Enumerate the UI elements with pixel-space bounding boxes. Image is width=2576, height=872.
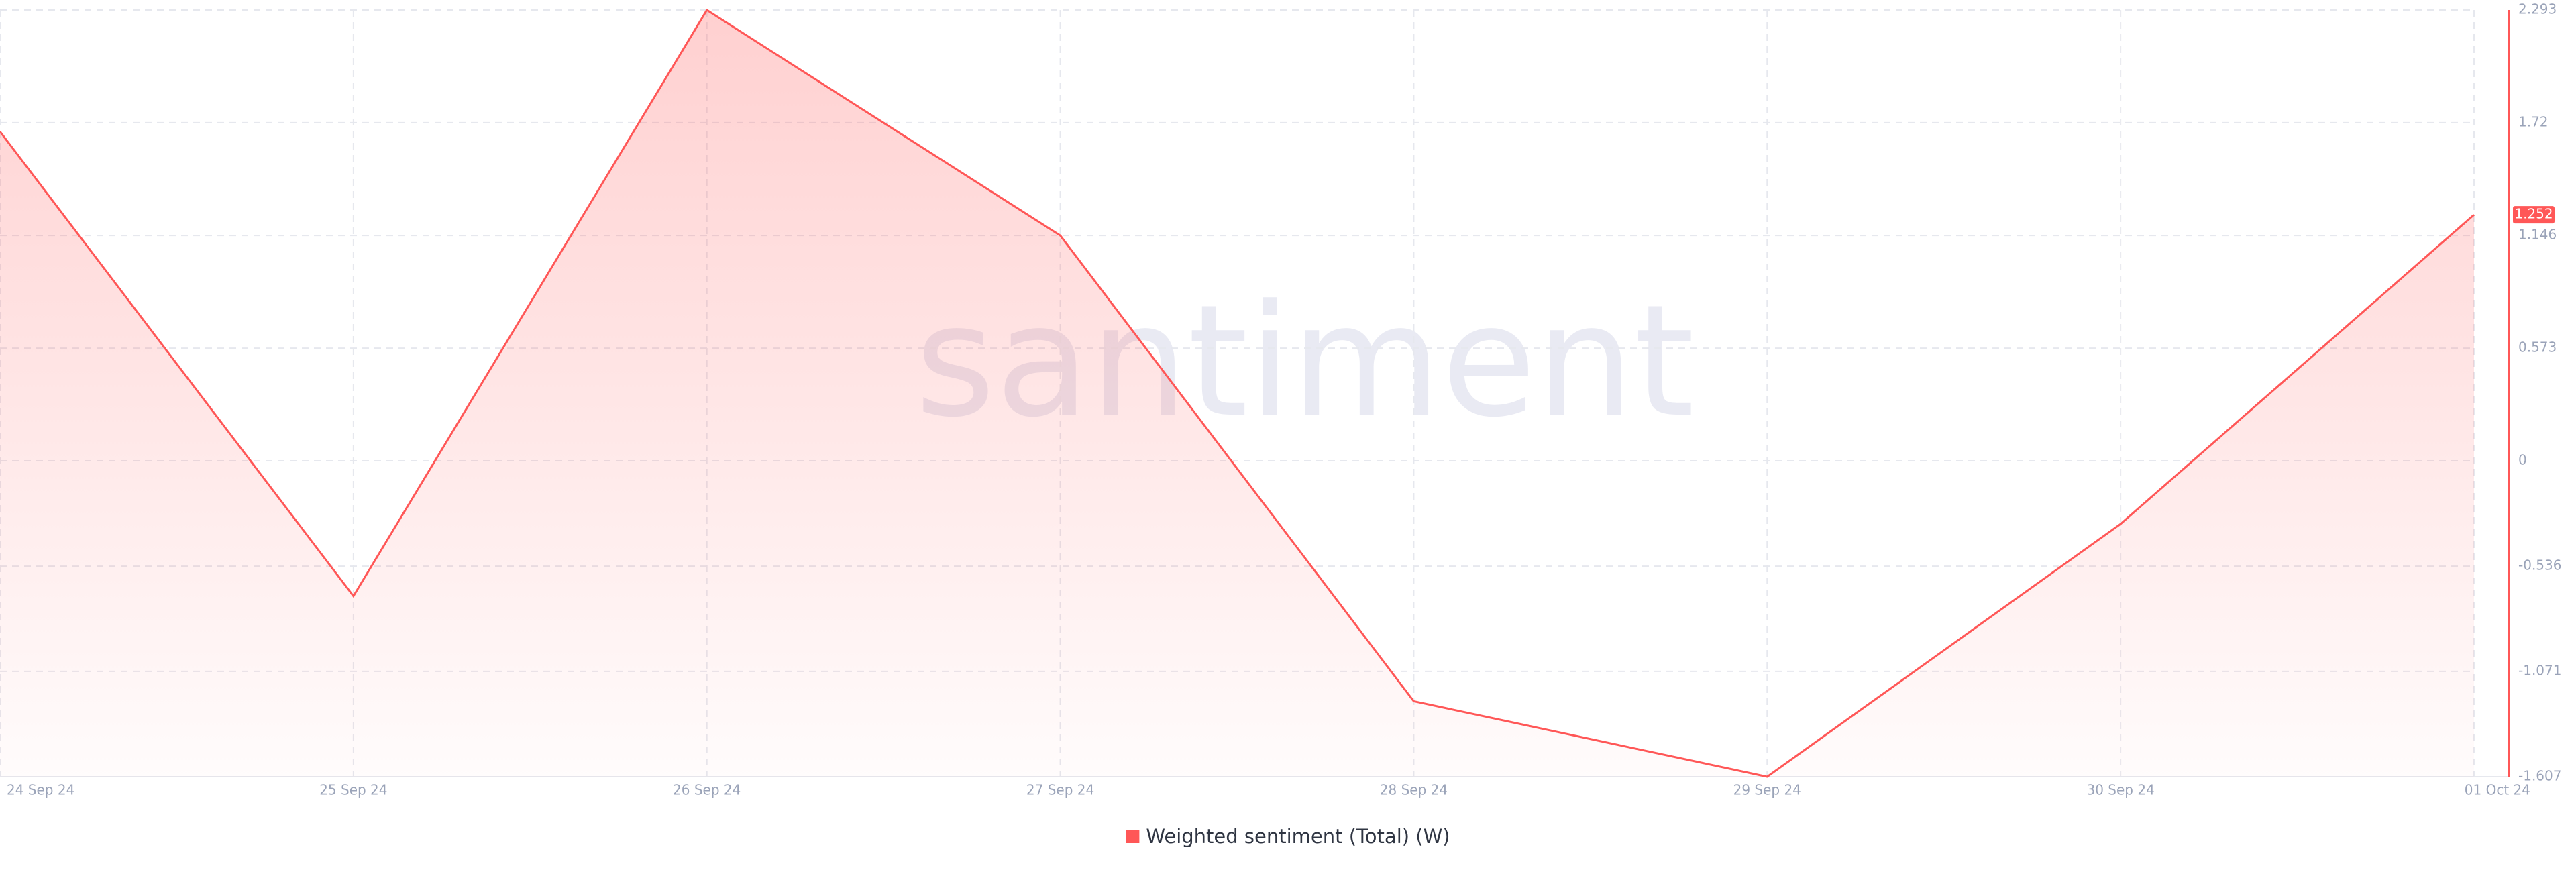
y-tick-label: 1.72 — [2518, 113, 2548, 129]
x-tick-label: 29 Sep 24 — [1733, 782, 1801, 798]
y-tick-label: -1.071 — [2518, 662, 2561, 678]
x-tick-label: 01 Oct 24 — [2465, 782, 2530, 798]
current-value-label: 1.252 — [2514, 206, 2553, 222]
area — [0, 10, 2474, 777]
y-tick-label: -1.607 — [2518, 768, 2561, 784]
x-tick-label: 24 Sep 24 — [7, 782, 74, 798]
x-tick-label: 30 Sep 24 — [2086, 782, 2154, 798]
legend-label: Weighted sentiment (Total) (W) — [1146, 825, 1450, 848]
line — [0, 8, 2475, 778]
y-tick-label: 0.573 — [2518, 339, 2557, 356]
y-tick-label: 0 — [2518, 452, 2527, 468]
x-tick-label: 26 Sep 24 — [673, 782, 741, 798]
legend-swatch — [1126, 830, 1140, 843]
legend: Weighted sentiment (Total) (W) — [1126, 825, 1450, 848]
y-tick-label: -0.536 — [2518, 557, 2561, 574]
current-value-badge — [2513, 206, 2555, 224]
x-tick-label: 28 Sep 24 — [1380, 782, 1448, 798]
y-tick-label: 1.146 — [2518, 227, 2557, 243]
y-tick-label: 2.293 — [2518, 1, 2557, 17]
x-tick-label: 27 Sep 24 — [1026, 782, 1094, 798]
x-tick-label: 25 Sep 24 — [319, 782, 387, 798]
